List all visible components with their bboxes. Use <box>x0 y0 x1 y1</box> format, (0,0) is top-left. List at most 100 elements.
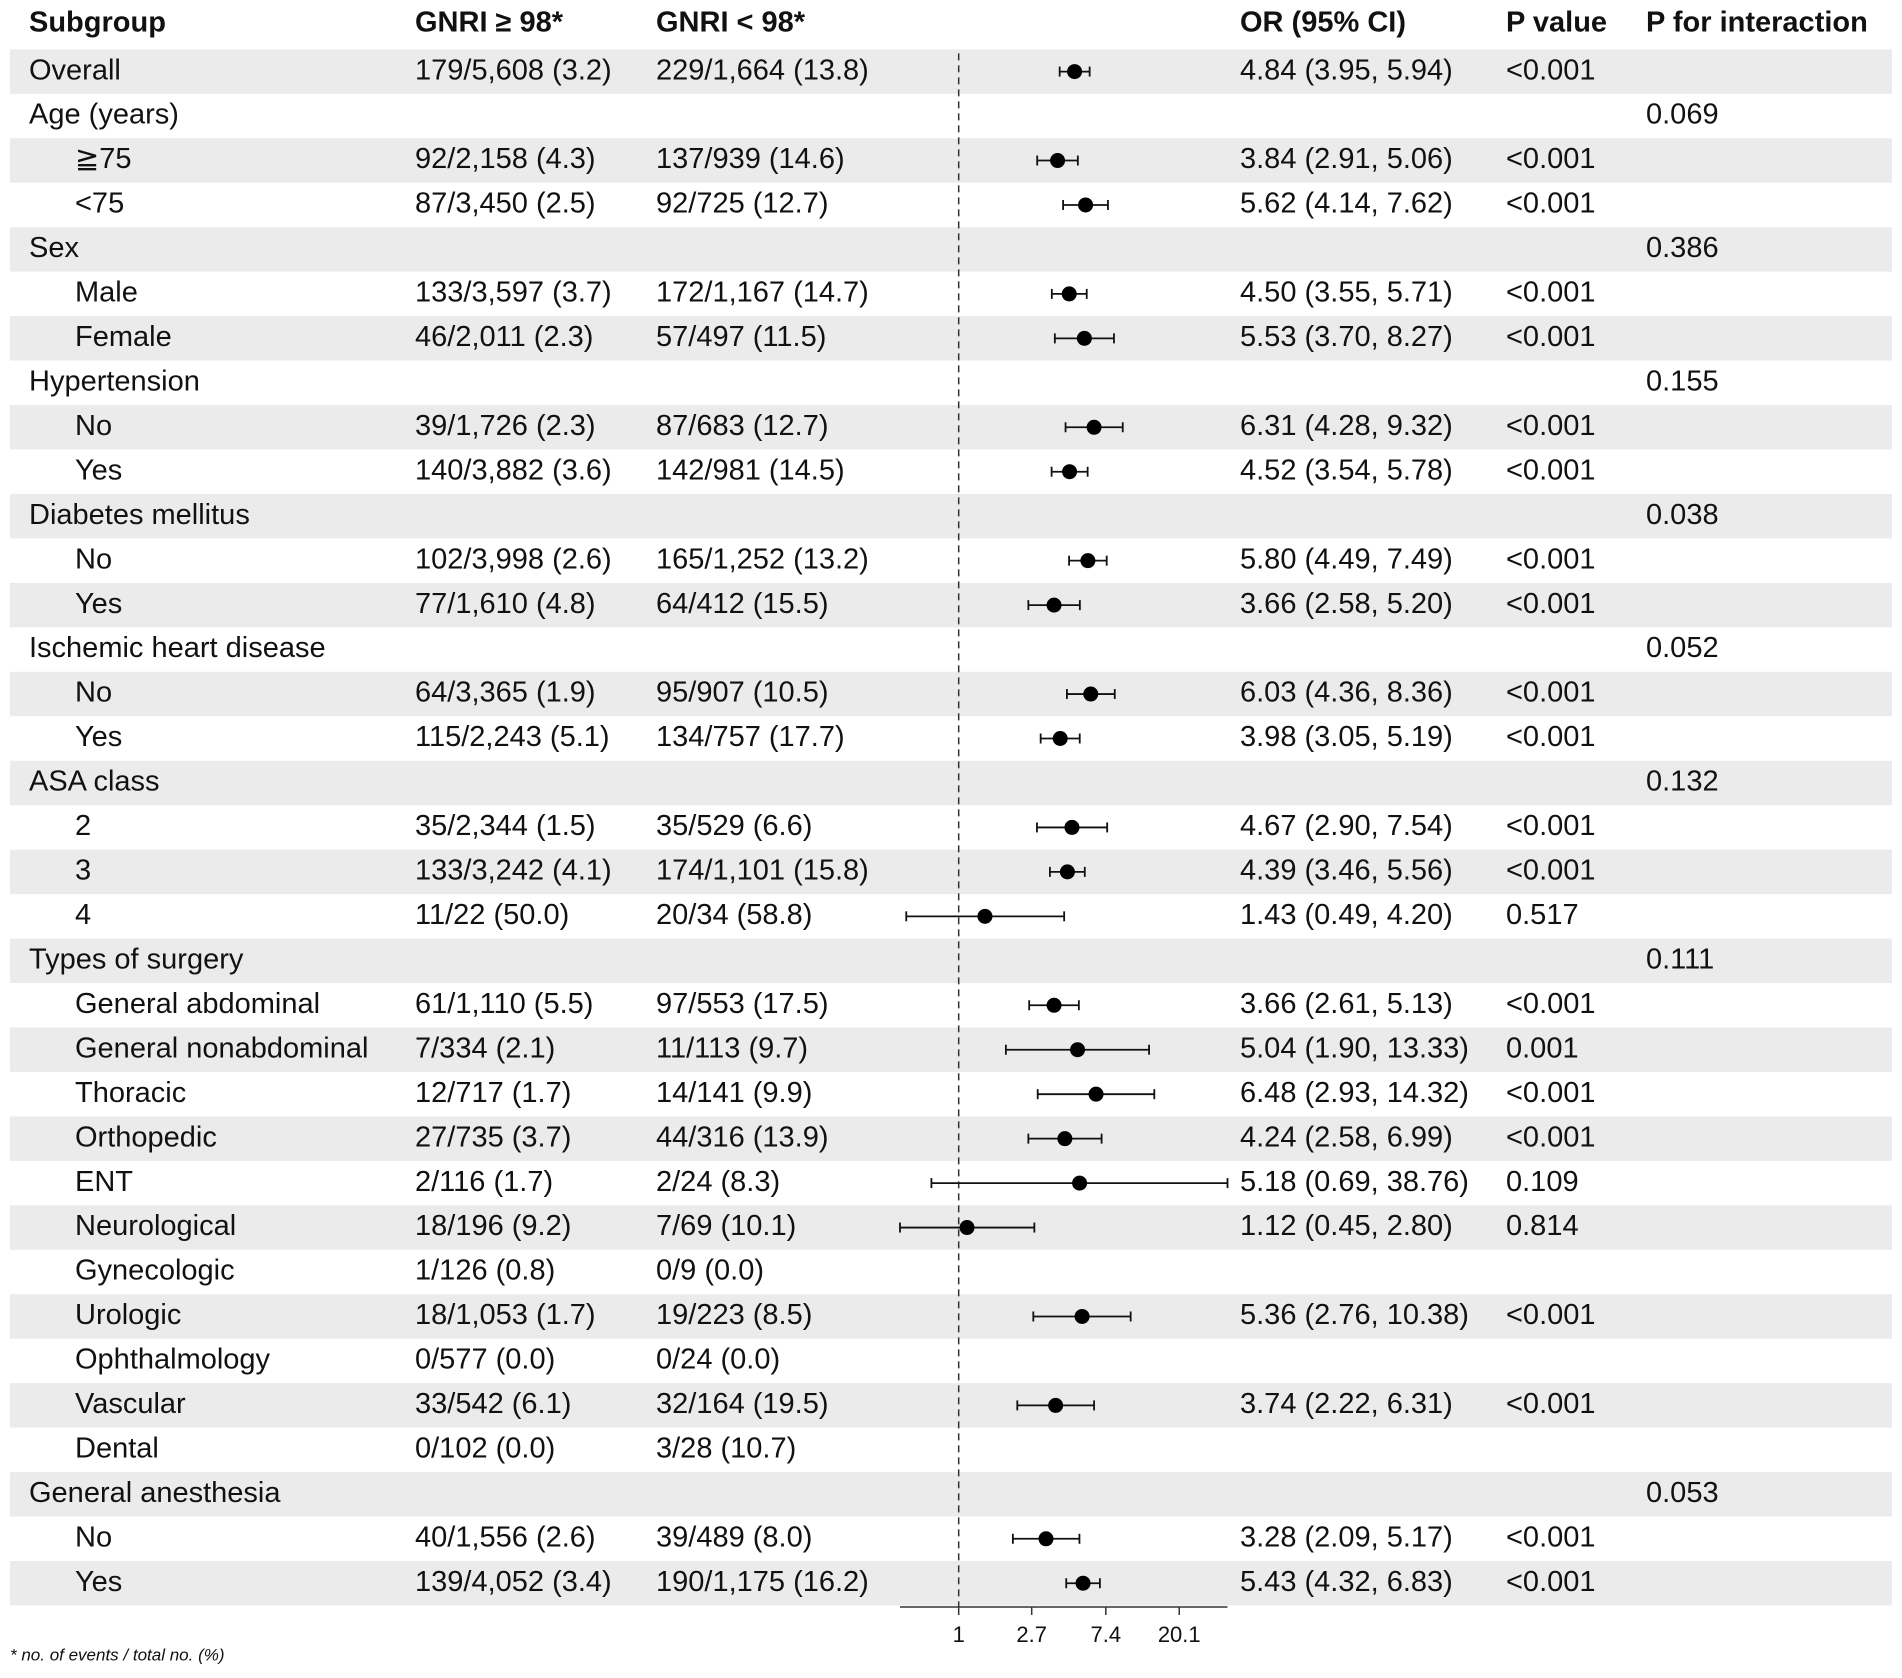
or-ci: 1.12 (0.45, 2.80) <box>1240 1210 1453 1242</box>
row-stripe <box>10 1472 1892 1517</box>
subgroup-label: Orthopedic <box>75 1121 217 1153</box>
subgroup-label: <75 <box>75 188 124 220</box>
high-gnri-events: 92/2,158 (4.3) <box>415 143 596 175</box>
high-gnri-events: 0/102 (0.0) <box>415 1433 555 1465</box>
or-ci: 4.39 (3.46, 5.56) <box>1240 855 1453 887</box>
or-ci: 3.98 (3.05, 5.19) <box>1240 721 1453 753</box>
subgroup-label: No <box>75 677 112 709</box>
subgroup-label: ≧75 <box>75 143 132 175</box>
or-ci: 6.03 (4.36, 8.36) <box>1240 677 1453 709</box>
or-ci: 4.52 (3.54, 5.78) <box>1240 454 1453 486</box>
high-gnri-events: 46/2,011 (2.3) <box>415 321 593 353</box>
row-stripe <box>10 671 1892 717</box>
low-gnri-events: 3/28 (10.7) <box>656 1433 796 1465</box>
subgroup-label: Male <box>75 277 138 309</box>
subgroup-label: 2 <box>75 810 91 842</box>
subgroup-label: Gynecologic <box>75 1255 235 1287</box>
or-point <box>1072 1175 1088 1191</box>
row-stripe <box>10 1561 1892 1606</box>
or-point <box>1038 1531 1054 1547</box>
x-tick-label: 7.4 <box>1090 1622 1121 1647</box>
low-gnri-events: 174/1,101 (15.8) <box>656 855 869 887</box>
column-header: P value <box>1506 7 1607 39</box>
row-stripe <box>10 316 1892 361</box>
or-ci: 5.18 (0.69, 38.76) <box>1240 1166 1469 1198</box>
subgroup-label: Neurological <box>75 1210 236 1242</box>
or-ci: 5.53 (3.70, 8.27) <box>1240 321 1453 353</box>
low-gnri-events: 137/939 (14.6) <box>656 143 845 175</box>
row-stripe <box>10 1116 1892 1161</box>
or-ci: 5.04 (1.90, 13.33) <box>1240 1032 1469 1064</box>
high-gnri-events: 39/1,726 (2.3) <box>415 410 596 442</box>
high-gnri-events: 11/22 (50.0) <box>415 899 569 931</box>
or-point <box>1075 1575 1091 1591</box>
row-stripe <box>10 493 1892 539</box>
subgroup-label: General abdominal <box>75 988 320 1020</box>
or-point <box>1059 864 1075 880</box>
or-point <box>1088 1086 1104 1102</box>
or-ci: 5.36 (2.76, 10.38) <box>1240 1299 1469 1331</box>
subgroup-label: ENT <box>75 1166 133 1198</box>
subgroup-label: Dental <box>75 1433 159 1465</box>
row-stripe <box>10 849 1892 895</box>
x-tick-label: 20.1 <box>1158 1622 1201 1647</box>
or-point <box>1052 731 1068 746</box>
low-gnri-events: 32/164 (19.5) <box>656 1388 829 1420</box>
subgroup-label: General anesthesia <box>29 1477 281 1509</box>
subgroup-label: Urologic <box>75 1299 181 1331</box>
high-gnri-events: 0/577 (0.0) <box>415 1344 555 1376</box>
or-point <box>1064 819 1080 835</box>
row-stripe <box>10 1383 1892 1428</box>
column-header: OR (95% CI) <box>1240 7 1406 39</box>
p-value: <0.001 <box>1506 1121 1596 1153</box>
high-gnri-events: 61/1,110 (5.5) <box>415 988 593 1020</box>
or-ci: 1.43 (0.49, 4.20) <box>1240 899 1453 931</box>
or-ci: 6.31 (4.28, 9.32) <box>1240 410 1453 442</box>
or-point <box>1074 1308 1090 1324</box>
p-value: 0.109 <box>1506 1166 1579 1198</box>
p-value: <0.001 <box>1506 721 1596 753</box>
p-value: <0.001 <box>1506 677 1596 709</box>
high-gnri-events: 2/116 (1.7) <box>415 1166 553 1198</box>
high-gnri-events: 35/2,344 (1.5) <box>415 810 596 842</box>
or-point <box>1046 997 1062 1013</box>
subgroup-label: Types of surgery <box>29 943 244 975</box>
row-stripe <box>10 405 1892 450</box>
high-gnri-events: 12/717 (1.7) <box>415 1077 571 1109</box>
or-ci: 5.43 (4.32, 6.83) <box>1240 1566 1453 1598</box>
x-tick-label: 2.7 <box>1016 1622 1047 1647</box>
p-value: <0.001 <box>1506 410 1596 442</box>
or-ci: 4.50 (3.55, 5.71) <box>1240 277 1453 309</box>
p-value: <0.001 <box>1506 454 1596 486</box>
subgroup-label: Yes <box>75 588 122 620</box>
p-value: <0.001 <box>1506 321 1596 353</box>
p-interaction: 0.111 <box>1646 943 1714 975</box>
low-gnri-events: 44/316 (13.9) <box>656 1121 829 1153</box>
row-stripe <box>10 49 1892 94</box>
p-value: 0.517 <box>1506 899 1579 931</box>
column-header: Subgroup <box>29 7 166 39</box>
p-interaction: 0.386 <box>1646 232 1719 264</box>
low-gnri-events: 20/34 (58.8) <box>656 899 812 931</box>
high-gnri-events: 179/5,608 (3.2) <box>415 54 612 86</box>
or-point <box>1083 686 1099 702</box>
column-header: GNRI < 98* <box>656 7 806 39</box>
high-gnri-events: 115/2,243 (5.1) <box>415 721 610 753</box>
p-interaction: 0.069 <box>1646 99 1719 131</box>
subgroup-label: No <box>75 1521 112 1553</box>
or-ci: 6.48 (2.93, 14.32) <box>1240 1077 1469 1109</box>
p-value: <0.001 <box>1506 810 1596 842</box>
low-gnri-events: 14/141 (9.9) <box>656 1077 812 1109</box>
or-point <box>1076 330 1092 346</box>
p-interaction: 0.053 <box>1646 1477 1719 1509</box>
p-value: 0.814 <box>1506 1210 1579 1242</box>
row-stripe <box>10 1027 1892 1072</box>
high-gnri-events: 87/3,450 (2.5) <box>415 188 596 220</box>
high-gnri-events: 7/334 (2.1) <box>415 1032 555 1064</box>
p-value: <0.001 <box>1506 855 1596 887</box>
subgroup-label: Vascular <box>75 1388 186 1420</box>
high-gnri-events: 18/196 (9.2) <box>415 1210 571 1242</box>
p-value: <0.001 <box>1506 1521 1596 1553</box>
subgroup-label: Overall <box>29 54 121 86</box>
